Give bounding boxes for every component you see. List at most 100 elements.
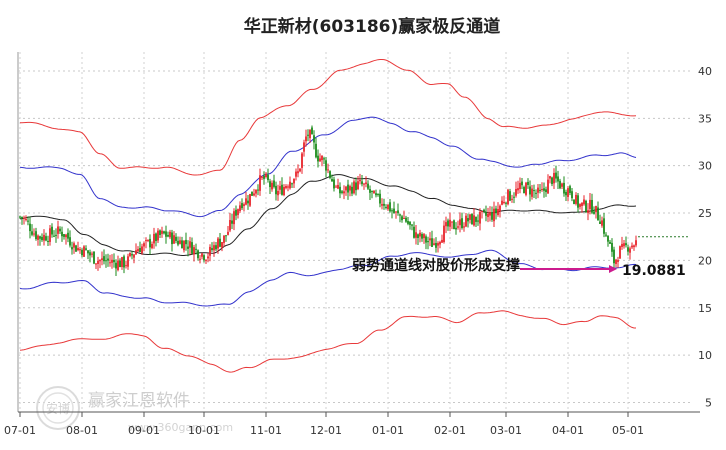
candle-body <box>253 193 255 196</box>
candle-body <box>391 210 393 212</box>
candle-body <box>181 240 183 249</box>
candle-body <box>231 220 233 224</box>
candle-body <box>483 209 485 212</box>
candle-body <box>341 191 343 193</box>
candle-body <box>189 241 191 248</box>
candle-body <box>167 235 169 237</box>
candle-body <box>95 263 97 265</box>
y-tick-label: 20 <box>698 254 712 267</box>
candle-body <box>173 235 175 244</box>
candle-body <box>143 243 145 247</box>
candle-body <box>343 191 345 194</box>
candle-body <box>129 252 131 257</box>
candle-body <box>27 220 29 222</box>
candle-body <box>577 195 579 208</box>
candle-body <box>631 245 633 248</box>
candle-body <box>265 173 267 178</box>
candle-body <box>57 226 59 234</box>
x-tick-label: 12-01 <box>310 424 342 437</box>
candle-body <box>559 180 561 189</box>
candle-body <box>395 211 397 213</box>
candle-body <box>81 249 83 256</box>
candle-body <box>443 225 445 243</box>
candle-body <box>269 181 271 188</box>
candle-body <box>337 184 339 189</box>
candle-body <box>97 260 99 264</box>
candlesticks <box>19 125 637 276</box>
candle-body <box>249 193 251 206</box>
candle-body <box>233 211 235 225</box>
candle-body <box>453 220 455 230</box>
candle-body <box>89 252 91 256</box>
candle-body <box>525 182 527 195</box>
candle-body <box>111 259 113 263</box>
candle-body <box>511 198 513 200</box>
candle-body <box>235 209 237 216</box>
candle-body <box>431 238 433 247</box>
candle-body <box>629 248 631 253</box>
candle-body <box>29 223 31 232</box>
channel-line-mid-upper <box>19 116 637 218</box>
support-annotation: 弱势通道线对股价形成支撑 19.0881 <box>352 257 686 279</box>
candle-body <box>331 178 333 182</box>
candle-body <box>515 189 517 196</box>
candle-body <box>157 230 159 241</box>
candle-body <box>609 241 611 244</box>
candle-body <box>513 196 515 198</box>
candle-body <box>283 186 285 196</box>
candle-body <box>477 220 479 222</box>
candle-body <box>201 253 203 257</box>
candle-body <box>267 174 269 181</box>
candle-body <box>115 262 117 269</box>
candle-body <box>69 237 71 246</box>
candle-body <box>551 177 553 185</box>
candle-body <box>557 176 559 182</box>
candle-body <box>369 189 371 193</box>
candle-body <box>469 214 471 220</box>
candle-body <box>345 186 347 191</box>
candle-body <box>593 211 595 214</box>
candle-body <box>271 182 273 190</box>
candle-body <box>307 134 309 136</box>
candle-body <box>497 208 499 215</box>
candle-body <box>539 189 541 191</box>
candle-body <box>141 246 143 254</box>
candle-body <box>169 231 171 238</box>
candle-body <box>51 226 53 235</box>
candle-body <box>349 186 351 191</box>
x-tick-label: 09-01 <box>128 424 160 437</box>
candle-body <box>61 231 63 237</box>
candle-body <box>161 230 163 234</box>
candle-body <box>125 265 127 267</box>
candle-body <box>239 205 241 212</box>
candle-body <box>99 260 101 262</box>
candle-body <box>21 216 23 219</box>
candle-body <box>361 181 363 185</box>
candle-body <box>495 208 497 214</box>
candle-body <box>475 216 477 222</box>
candle-body <box>227 231 229 235</box>
candle-body <box>591 199 593 213</box>
candle-body <box>373 190 375 194</box>
candle-body <box>581 202 583 207</box>
candle-body <box>545 189 547 193</box>
watermark: 安博 赢家江恩软件 www.360gann.com <box>36 386 233 434</box>
candle-body <box>589 199 591 210</box>
candle-body <box>55 234 57 236</box>
candle-body <box>485 212 487 216</box>
y-tick-label: 25 <box>698 207 712 220</box>
candle-body <box>221 242 223 248</box>
candle-body <box>257 189 259 191</box>
candle-body <box>619 246 621 259</box>
candle-body <box>23 217 25 219</box>
candle-body <box>263 175 265 179</box>
candle-body <box>429 238 431 241</box>
candle-body <box>93 251 95 264</box>
candle-body <box>209 246 211 256</box>
candle-body <box>295 171 297 177</box>
candle-body <box>191 242 193 254</box>
x-tick-label: 02-01 <box>434 424 466 437</box>
candle-body <box>333 179 335 189</box>
candle-body <box>445 222 447 227</box>
candle-body <box>245 198 247 205</box>
